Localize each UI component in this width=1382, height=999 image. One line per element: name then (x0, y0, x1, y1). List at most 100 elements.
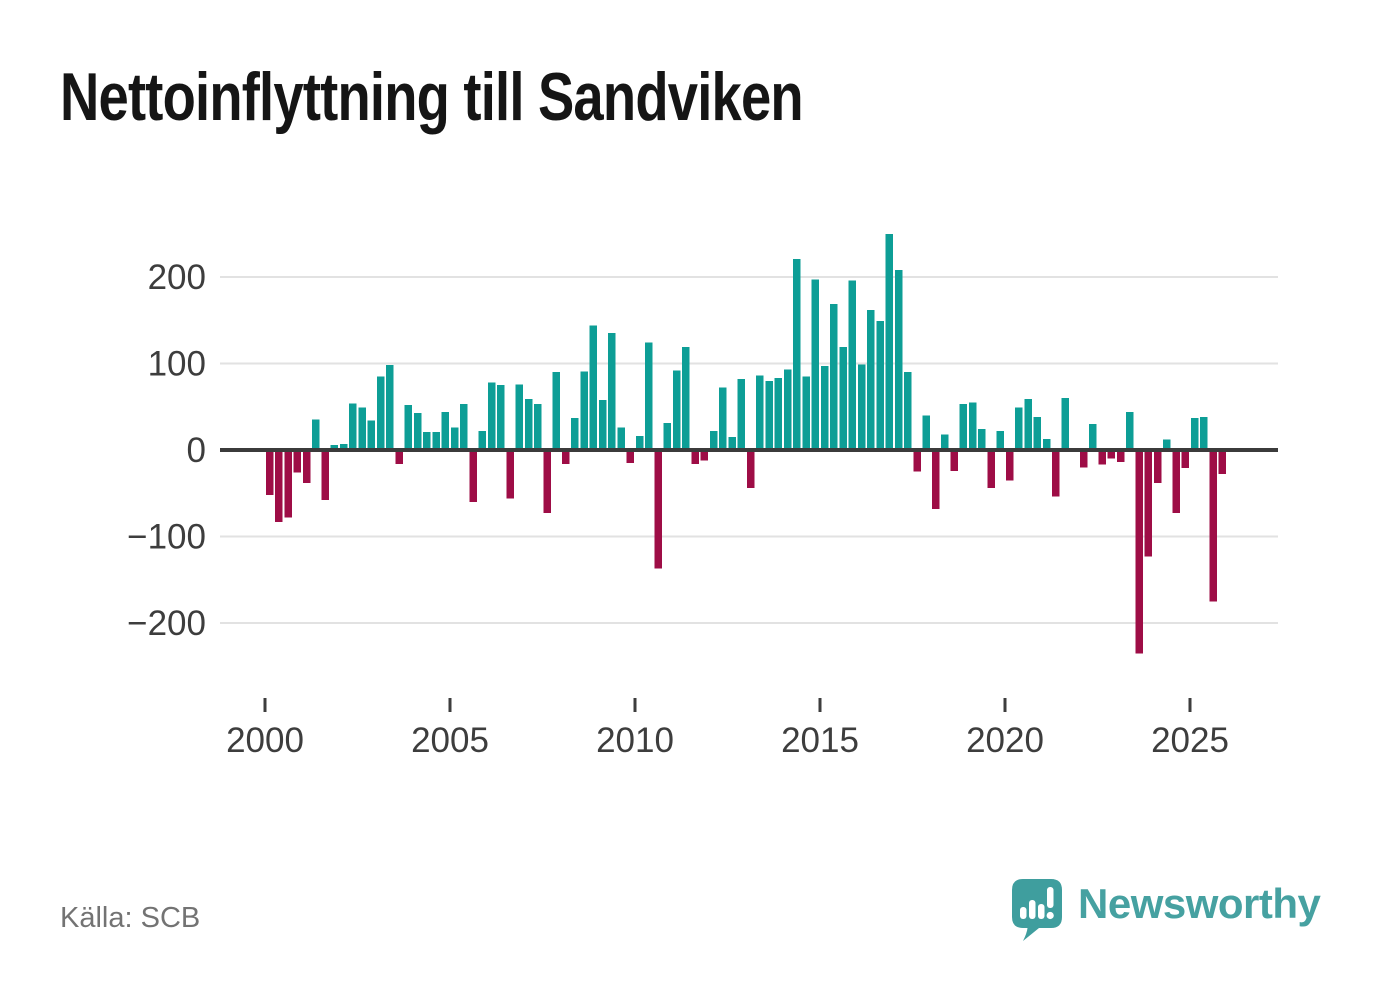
bar-positive (441, 411, 450, 450)
bar-positive (1015, 407, 1023, 450)
bar-positive (978, 429, 986, 450)
bar-negative (1052, 450, 1060, 497)
bar-negative (1116, 450, 1125, 463)
bar-negative (746, 450, 755, 489)
bar-negative (950, 450, 958, 471)
bar-negative (1172, 450, 1180, 514)
bar-negative (302, 450, 311, 483)
bar-positive (857, 364, 866, 451)
bar-positive (811, 279, 820, 451)
bar-positive (552, 372, 561, 450)
bar-positive (589, 325, 598, 450)
bar-positive (1163, 439, 1171, 450)
bar-negative (987, 450, 995, 489)
bar-positive (728, 437, 736, 450)
bar-positive (885, 233, 894, 450)
bar-negative (691, 450, 699, 464)
bar-positive (571, 418, 579, 451)
bar-positive (793, 258, 801, 450)
bar-chart-speech-bubble-icon (1012, 879, 1062, 941)
bar-negative (293, 450, 302, 473)
bar-positive (894, 270, 903, 450)
bar-negative (1107, 450, 1116, 459)
bar-positive (497, 385, 505, 451)
bar-positive (941, 434, 949, 450)
bar-positive (848, 280, 857, 450)
bar-positive (487, 382, 496, 450)
bar-negative (1153, 450, 1162, 483)
bar-positive (330, 444, 339, 450)
bar-positive (830, 303, 838, 450)
bar-negative (265, 450, 274, 495)
bar-positive (404, 405, 413, 450)
bar-positive (608, 333, 616, 451)
y-axis-label: 200 (148, 258, 206, 297)
bar-positive (876, 321, 884, 450)
bar-negative (1135, 450, 1143, 654)
bar-positive (756, 375, 764, 450)
chart-title: Nettoinflyttning till Sandviken (60, 59, 804, 135)
bar-positive (478, 430, 487, 450)
x-axis-label: 2000 (226, 721, 304, 760)
bar-positive (968, 402, 977, 451)
bar-positive (719, 387, 727, 450)
bar-negative (654, 450, 662, 569)
x-axis-label: 2005 (411, 721, 489, 760)
bar-positive (515, 384, 524, 450)
bar-negative (1144, 450, 1153, 557)
bar-negative (1005, 450, 1014, 481)
x-axis-label: 2015 (781, 721, 859, 760)
bar-positive (367, 420, 376, 450)
bar-positive (450, 427, 459, 450)
bar-positive (1042, 438, 1051, 450)
bar-positive (312, 419, 320, 450)
bar-positive (432, 431, 440, 450)
bar-positive (709, 430, 718, 450)
bar-positive (839, 347, 847, 450)
bar-positive (1033, 417, 1042, 450)
bar-positive (774, 378, 783, 450)
bar-positive (867, 309, 875, 450)
bar-positive (358, 407, 366, 450)
newsworthy-logo: Newsworthy (1010, 878, 1321, 944)
bar-positive (580, 371, 588, 450)
x-axis-label: 2025 (1151, 721, 1229, 760)
bar-positive (617, 427, 625, 450)
y-axis-label: 100 (148, 345, 206, 384)
bar-positive (1061, 398, 1069, 450)
bar-positive (783, 369, 792, 450)
bar-negative (1079, 450, 1088, 468)
newsworthy-logo-text: Newsworthy (1078, 880, 1321, 927)
x-axis-label: 2010 (596, 721, 674, 760)
bar-negative (469, 450, 477, 502)
bar-positive (645, 342, 653, 450)
bar-positive (737, 379, 746, 450)
bar-positive (820, 366, 829, 451)
bar-positive (682, 347, 690, 450)
bar-positive (376, 376, 385, 451)
bar-positive (524, 398, 533, 450)
bar-negative (321, 450, 329, 501)
bar-negative (395, 450, 403, 464)
bar-positive (413, 412, 422, 451)
bar-negative (700, 450, 709, 461)
bar-positive (534, 404, 542, 450)
y-axis-label: −100 (127, 518, 206, 557)
bar-positive (959, 404, 968, 450)
source-caption: Källa: SCB (60, 902, 201, 934)
bar-positive (672, 370, 681, 450)
bar-positive (1089, 424, 1097, 450)
bar-positive (1126, 411, 1134, 450)
bar-positive (663, 423, 672, 451)
bar-positive (922, 415, 931, 450)
y-axis-label: −200 (127, 604, 206, 643)
bar-negative (1181, 450, 1190, 469)
bar-negative (275, 450, 283, 522)
bar-negative (506, 450, 514, 499)
bar-positive (1200, 417, 1208, 450)
bar-positive (386, 365, 394, 450)
bar-positive (635, 436, 644, 450)
bar-positive (996, 430, 1005, 450)
